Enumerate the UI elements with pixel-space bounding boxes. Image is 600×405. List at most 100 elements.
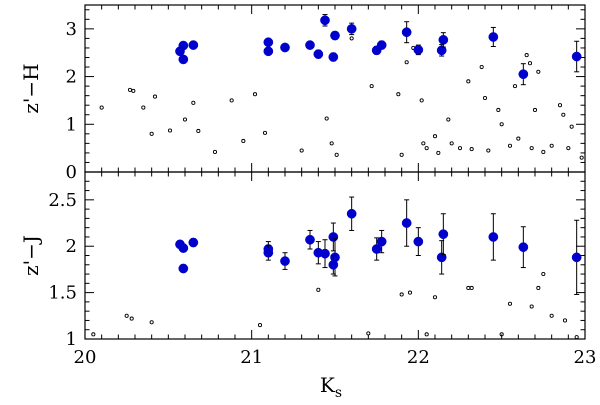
xtick-label: 22 [407, 347, 430, 368]
top-field-point [149, 131, 154, 136]
top-field-point [404, 60, 409, 65]
top-field-point [421, 141, 426, 146]
bottom-ylabel: z'−J [19, 235, 43, 276]
bottom-detected-point [376, 236, 387, 247]
top-field-point [566, 146, 571, 151]
top-detected-point [346, 24, 357, 34]
top-field-point [524, 53, 529, 58]
top-field-point [127, 87, 133, 92]
top-field-point [252, 92, 258, 97]
top-detected-point [401, 27, 412, 38]
top-field-point [516, 136, 521, 141]
top-field-point [399, 152, 404, 157]
bottom-detected-point [188, 237, 199, 248]
top-field-point [191, 100, 196, 105]
top-field-point [486, 148, 491, 153]
top-field-point [561, 112, 566, 117]
top-detected-point [488, 32, 499, 42]
top-field-point [579, 155, 584, 160]
top-ytick-label: 3 [66, 19, 77, 40]
bottom-detected-point [178, 243, 189, 253]
top-detected-point [571, 51, 582, 62]
top-field-point [507, 143, 513, 148]
bottom-detected-point [413, 236, 424, 247]
top-field-point [512, 84, 518, 89]
bottom-ytick-label: 2.5 [48, 190, 77, 211]
top-field-point [241, 138, 246, 144]
top-detected-point [188, 40, 199, 50]
top-ytick-label: 2 [66, 67, 77, 88]
top-field-point [569, 124, 574, 129]
top-detected-point [518, 69, 529, 80]
bottom-field-point [432, 295, 438, 300]
bottom-ytick-label: 1.5 [48, 283, 77, 304]
xlabel: Ks [320, 373, 342, 401]
top-field-point [499, 122, 504, 127]
top-field-point [557, 103, 563, 108]
top-detected-point [320, 15, 330, 26]
top-field-point [182, 117, 188, 122]
top-field-point [432, 134, 438, 139]
top-field-point [449, 141, 454, 146]
bottom-detected-point [571, 252, 582, 263]
top-field-point [212, 149, 218, 155]
xtick-label: 20 [74, 347, 97, 368]
top-field-point [349, 36, 354, 41]
bottom-field-point [316, 287, 321, 292]
top-field-point [262, 130, 268, 135]
bottom-marks [91, 196, 582, 339]
top-field-point [457, 146, 463, 151]
top-detected-point [263, 37, 274, 48]
bottom-field-point [562, 318, 568, 323]
top-detected-point [313, 49, 324, 59]
top-ylabel: z'−H [19, 63, 43, 113]
top-detected-point [436, 45, 447, 56]
top-ytick-label: 1 [66, 114, 77, 135]
top-field-point [167, 128, 173, 133]
top-detected-point [178, 54, 189, 65]
top-field-point [482, 95, 488, 101]
top-panel [99, 14, 584, 160]
bottom-ytick-label: 1 [66, 329, 77, 350]
bottom-field-point [91, 332, 96, 337]
top-detected-point [328, 52, 339, 62]
bottom-field-point [407, 290, 413, 295]
top-detected-point [376, 40, 387, 50]
top-field-point [334, 152, 339, 157]
top-field-point [324, 116, 329, 121]
bottom-field-point [574, 335, 579, 339]
top-field-point [396, 92, 401, 97]
top-field-point [446, 117, 451, 122]
top-field-point [541, 149, 546, 155]
bottom-field-point [149, 320, 154, 325]
bottom-detected-point [438, 229, 449, 240]
xtick-label: 21 [240, 347, 263, 368]
bottom-detected-point [263, 247, 274, 258]
top-field-point [532, 107, 538, 113]
bottom-field-point [257, 323, 263, 328]
bottom-detected-point [518, 242, 529, 252]
bottom-detected-point [305, 234, 315, 245]
bottom-field-point [541, 272, 546, 277]
top-field-point [99, 105, 104, 110]
top-field-point [479, 64, 484, 70]
top-field-point [131, 88, 136, 93]
top-field-point [196, 128, 201, 134]
top-detected-point [438, 34, 449, 45]
top-field-point [419, 98, 424, 103]
top-field-point [536, 69, 541, 74]
bottom-field-point [129, 316, 134, 321]
bottom-field-point [124, 313, 129, 318]
bottom-detected-point [328, 259, 339, 270]
top-field-point [369, 84, 374, 89]
top-detected-point [305, 40, 315, 50]
top-field-point [141, 105, 146, 110]
top-detected-point [178, 40, 189, 51]
bottom-field-point [549, 313, 554, 318]
bottom-detected-point [320, 248, 330, 259]
top-field-point [529, 146, 534, 151]
top-field-point [436, 150, 441, 155]
bottom-ytick-label: 2 [66, 236, 77, 257]
bottom-panel [91, 196, 582, 339]
